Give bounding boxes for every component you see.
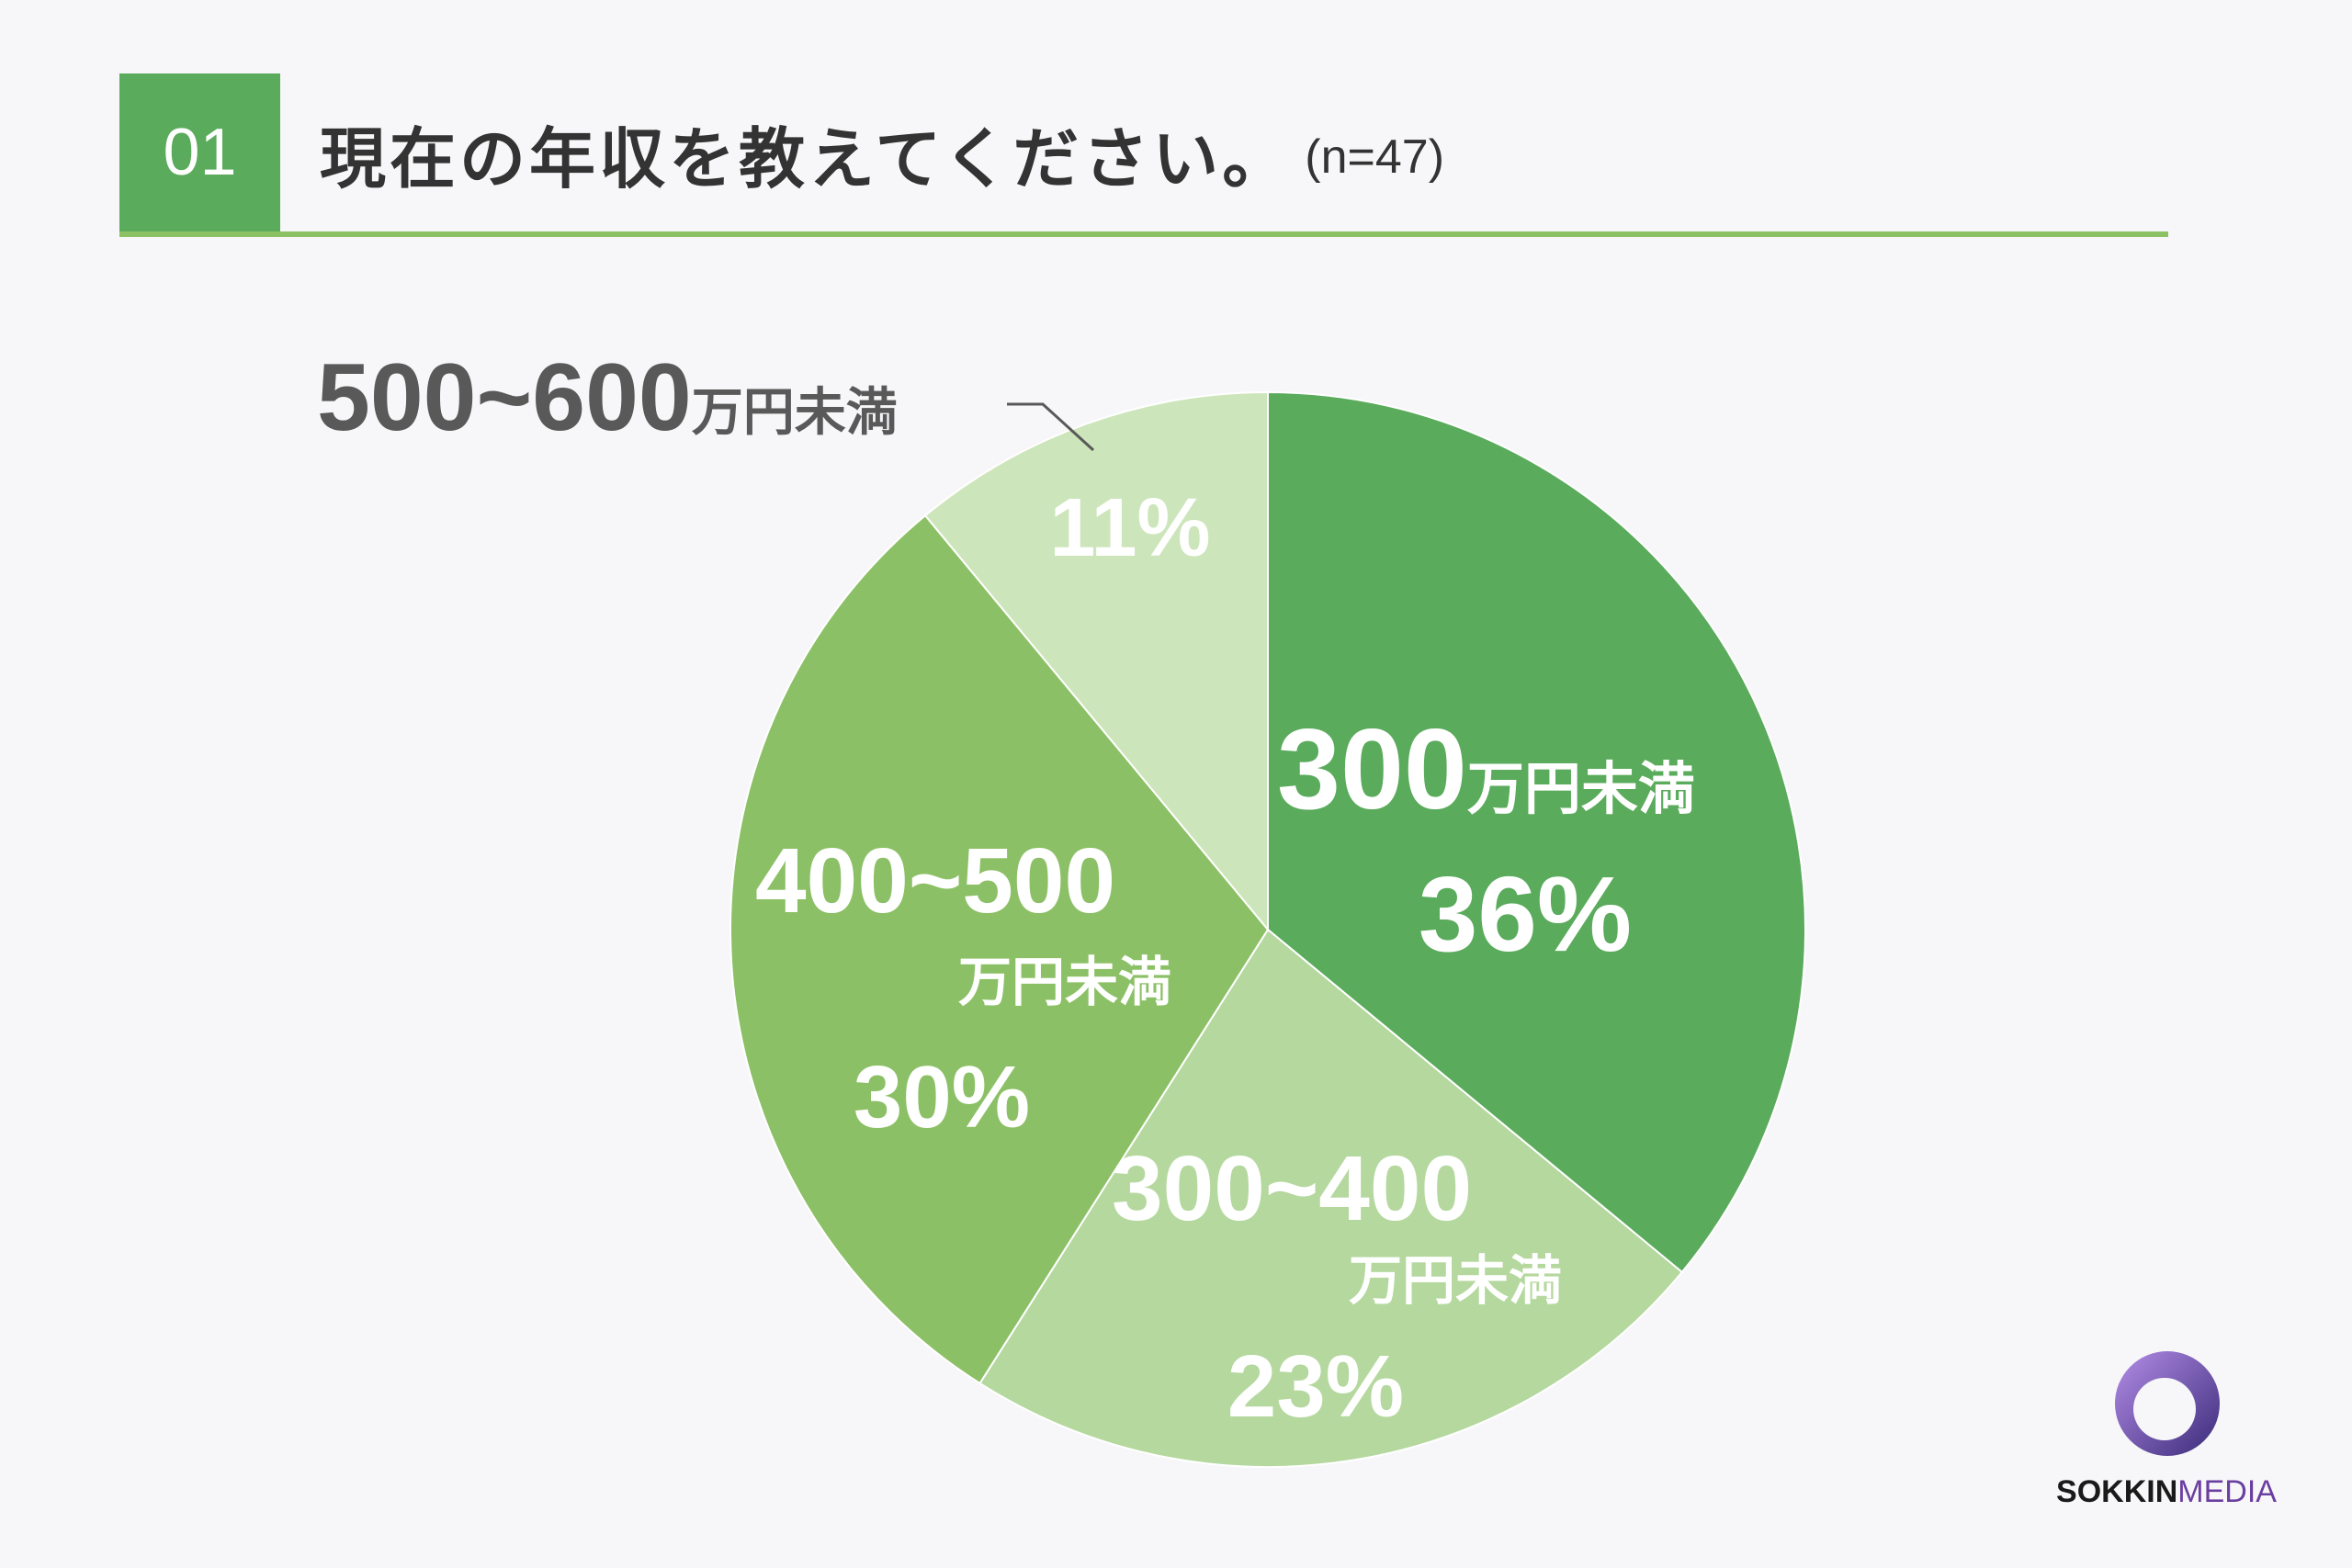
slice-label-range-2: 400~500	[755, 829, 1115, 932]
sample-size-label: (n=47)	[1305, 130, 1445, 184]
slice-label-range-0: 300万円未満	[1277, 706, 1695, 833]
sokkin-media-logo: SOKKINMEDIA	[2047, 1337, 2286, 1520]
header-divider	[119, 231, 2168, 237]
question-title: 現在の年収を教えてください。 (n=47)	[320, 73, 1444, 231]
slice-label-percent-3: 11%	[1049, 482, 1210, 574]
logo-text-media: MEDIA	[2177, 1474, 2277, 1509]
slice-label-unit-2: 万円未満	[958, 951, 1171, 1013]
logo-ring-icon	[2115, 1351, 2220, 1456]
slice-label-range-1: 300~400	[1112, 1137, 1472, 1240]
pie-slice-0	[1267, 390, 1806, 1274]
slice-label-percent-2: 30%	[854, 1048, 1030, 1146]
slice-label-percent-1: 23%	[1227, 1337, 1404, 1436]
slice-label-unit-1: 万円未満	[1349, 1249, 1562, 1312]
question-text: 現在の年収を教えてください。	[320, 119, 1293, 197]
pie-slice-2	[729, 513, 1270, 1385]
logo-wordmark: SOKKINMEDIA	[2047, 1474, 2286, 1510]
slice-label-range-3-outside: 500~600万円未満	[317, 344, 898, 451]
pie-slices	[729, 390, 1806, 1468]
pie-slice-1	[978, 928, 1684, 1468]
logo-text-sokkin: SOKKIN	[2056, 1474, 2178, 1509]
pie-labels: 300万円未満 36% 300~400 万円未満 23% 400~500 万円未満 30% 11…	[317, 344, 1695, 1436]
pie-slice-3	[923, 390, 1269, 932]
question-number-badge: 01	[119, 73, 280, 231]
question-header: 01 現在の年収を教えてください。 (n=47)	[119, 73, 2168, 239]
leader-line-slice-3	[1007, 402, 1095, 452]
slice-label-percent-0: 36%	[1419, 854, 1632, 974]
